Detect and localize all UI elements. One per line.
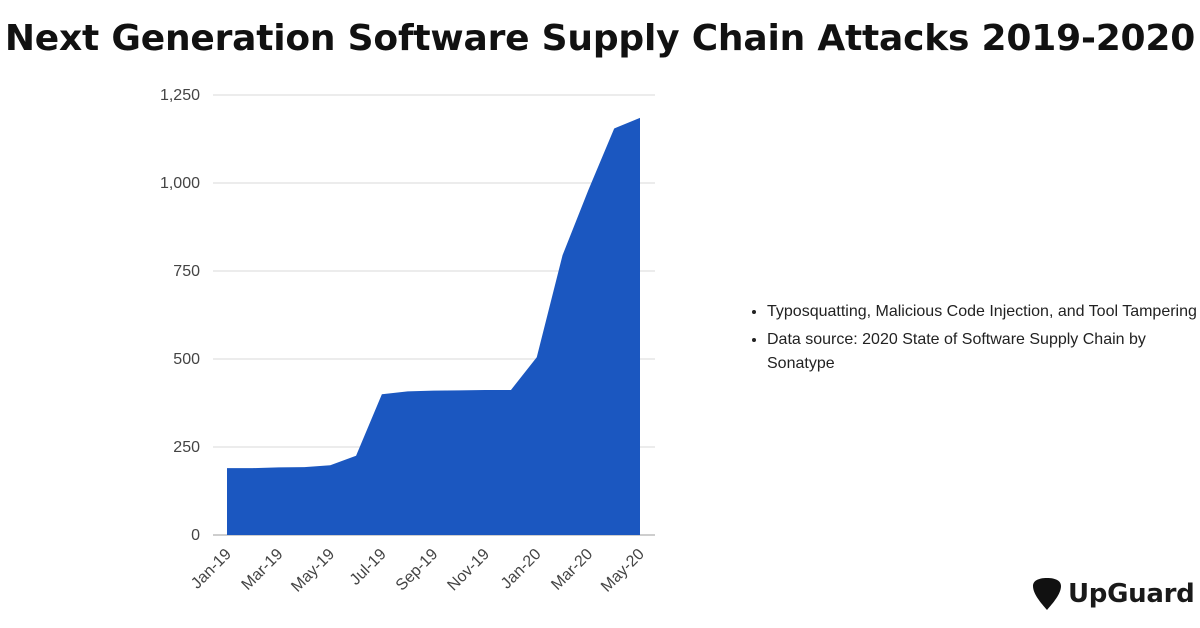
- x-tick-label: Mar-20: [548, 546, 596, 594]
- y-tick-label: 750: [173, 263, 200, 280]
- attacks-area: [227, 117, 640, 535]
- data-area: [227, 117, 640, 535]
- x-tick-label: May-19: [288, 546, 338, 596]
- note-item: Data source: 2020 State of Software Supp…: [767, 328, 1200, 376]
- guitar-pick-icon: [1033, 578, 1061, 610]
- upguard-logo: UpGuard: [1032, 574, 1195, 614]
- x-tick-label: May-20: [598, 546, 648, 596]
- x-tick-label: Jan-20: [498, 546, 545, 593]
- x-tick-label: Nov-19: [444, 546, 493, 595]
- y-tick-label: 500: [173, 351, 200, 368]
- y-tick-label: 250: [173, 439, 200, 456]
- y-tick-label: 1,000: [160, 175, 200, 192]
- x-tick-label: Jan-19: [188, 546, 235, 593]
- brand-name: UpGuard: [1068, 579, 1195, 609]
- y-axis-labels: 0 250 500 750 1,000 1,250: [160, 87, 200, 544]
- x-tick-label: Mar-19: [239, 546, 287, 594]
- x-tick-label: Jul-19: [347, 546, 390, 589]
- x-axis-labels: Jan-19 Mar-19 May-19 Jul-19 Sep-19 Nov-19 Jan-…: [188, 546, 648, 596]
- y-tick-label: 0: [191, 527, 200, 544]
- notes-list: Typosquatting, Malicious Code Injection,…: [745, 300, 1200, 380]
- chart-title: Next Generation Software Supply Chain At…: [4, 18, 1196, 59]
- x-tick-label: Sep-19: [393, 546, 442, 595]
- y-tick-label: 1,250: [160, 87, 200, 104]
- note-item: Typosquatting, Malicious Code Injection,…: [767, 300, 1200, 324]
